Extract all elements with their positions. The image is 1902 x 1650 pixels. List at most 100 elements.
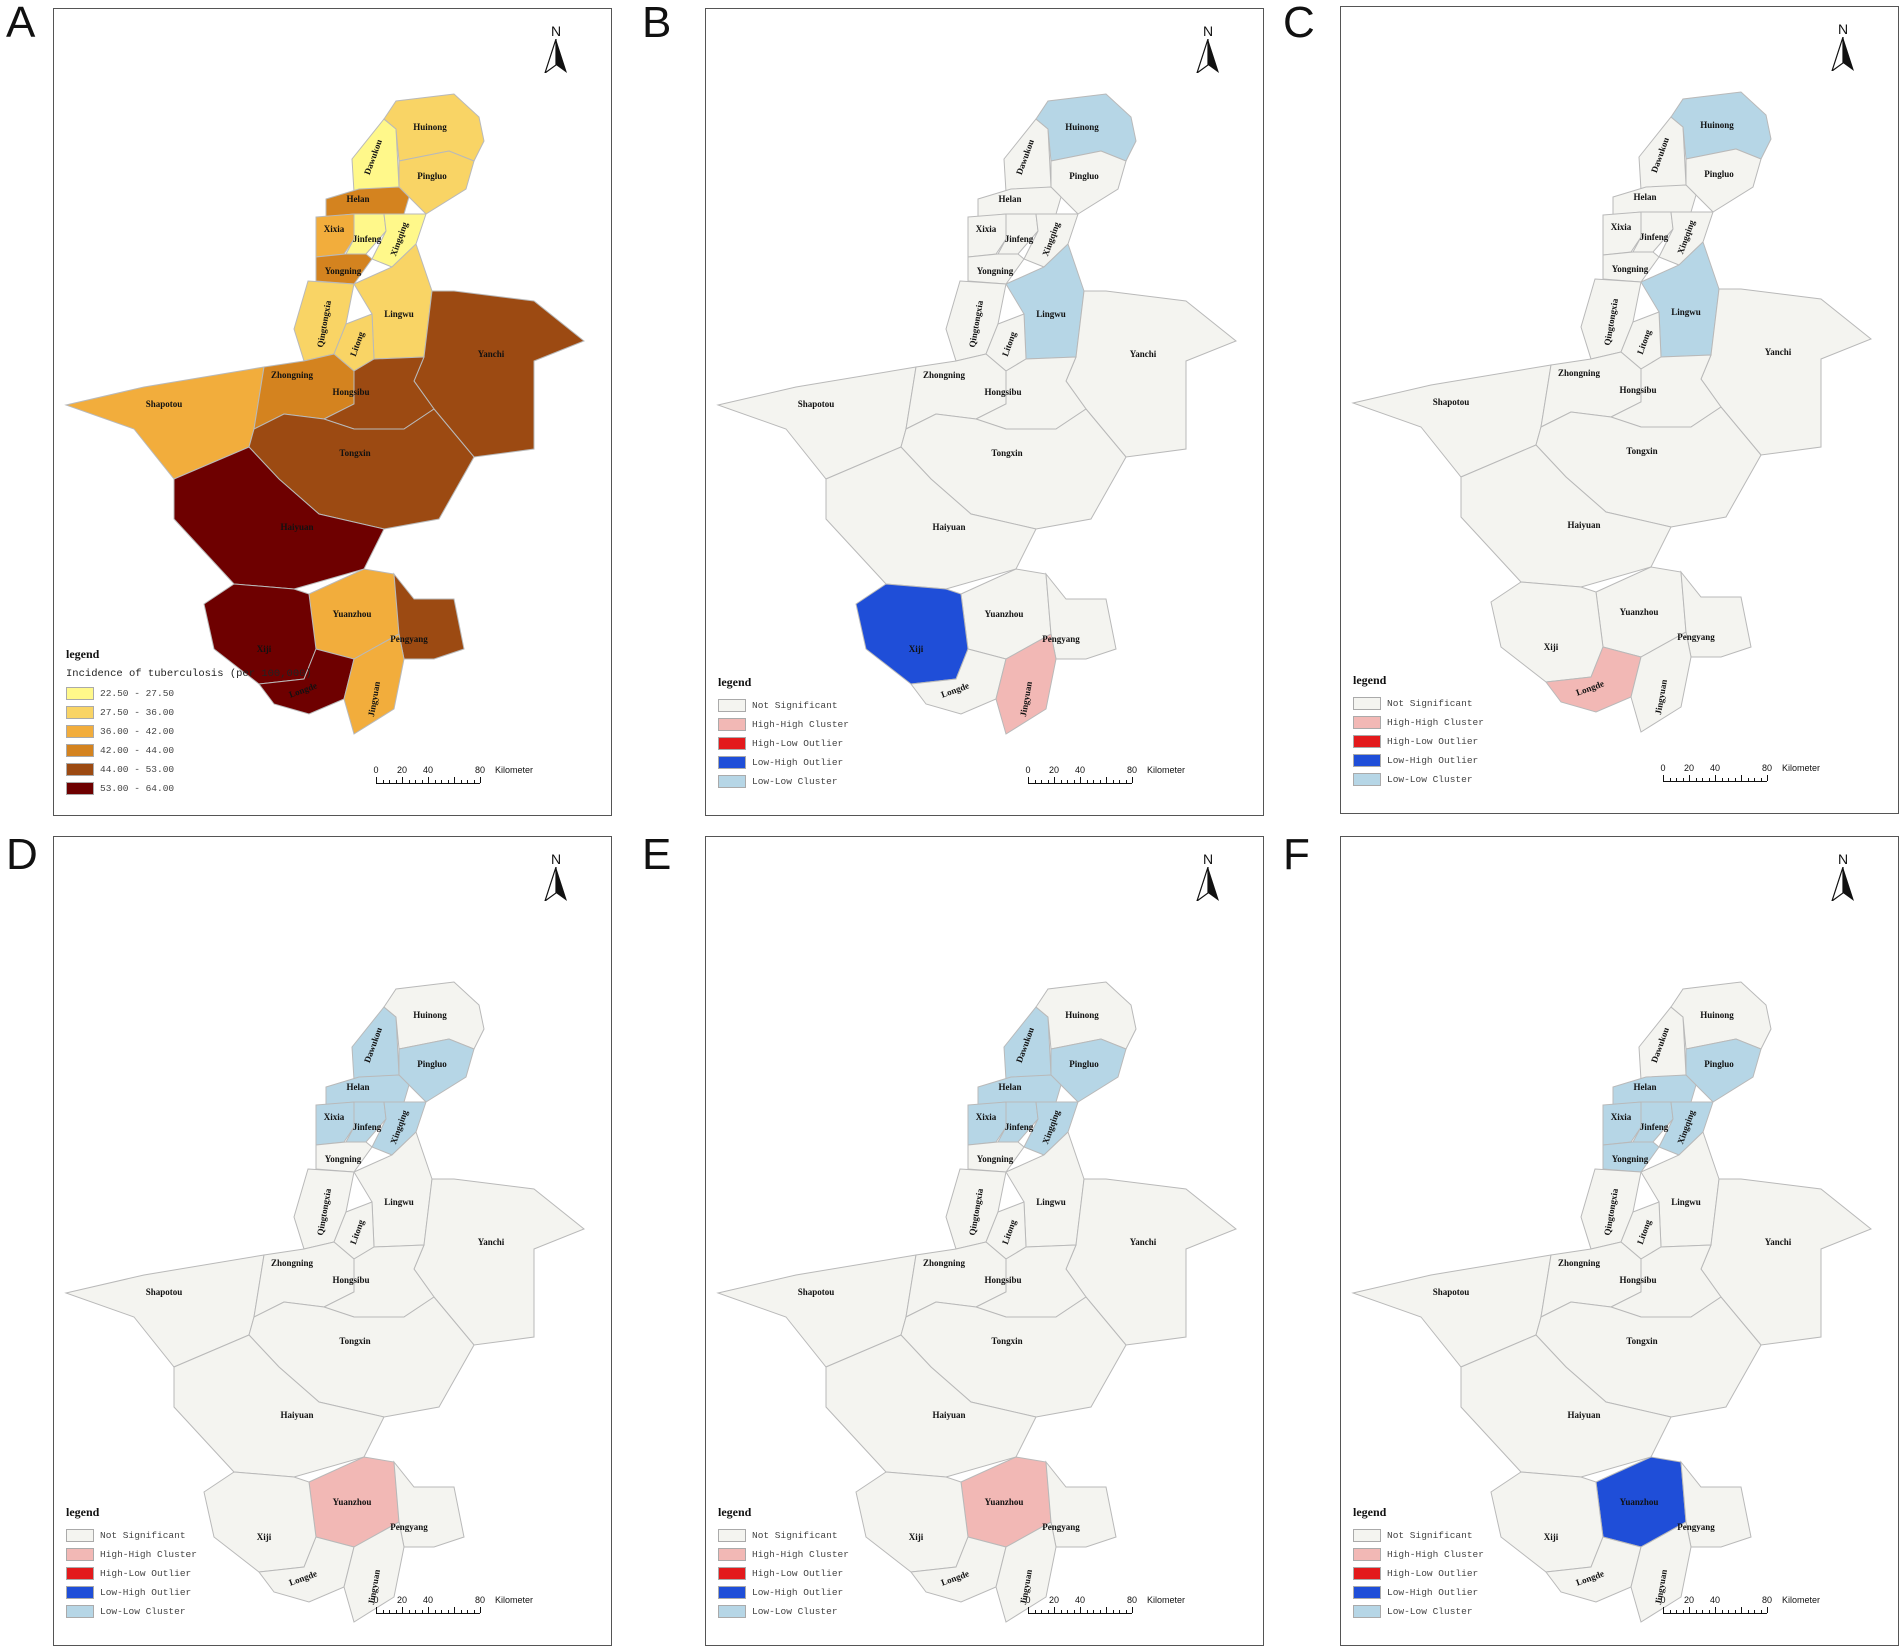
north-label: N xyxy=(1837,851,1849,867)
legend-title: legend xyxy=(66,1505,100,1519)
legend-item: 36.00 - 42.00 xyxy=(66,722,312,741)
county-map xyxy=(716,93,1237,735)
scale-tick xyxy=(1093,1610,1094,1613)
county-label-jinfeng: Jinfeng xyxy=(1639,232,1669,242)
legend-swatch xyxy=(1353,1529,1381,1542)
scale-tick xyxy=(1760,1610,1762,1613)
county-label-helan: Helan xyxy=(998,1082,1022,1092)
scale-tick xyxy=(1663,1607,1664,1613)
county-huinong xyxy=(383,981,485,1050)
county-yongning xyxy=(315,253,373,285)
scale-tick xyxy=(1728,778,1729,781)
scale-tick xyxy=(1054,1607,1055,1613)
scale-tick xyxy=(1663,775,1664,781)
scale-tick xyxy=(1676,778,1677,781)
scale-tick-label: 40 xyxy=(1074,1595,1086,1605)
county-label-shapotou: Shapotou xyxy=(1432,1287,1470,1297)
scale-tick xyxy=(1708,778,1710,781)
scale-tick xyxy=(1747,778,1749,781)
county-label-haiyuan: Haiyuan xyxy=(280,522,314,532)
panel-letter: C xyxy=(1283,0,1315,47)
county-label-yongning: Yongning xyxy=(324,1154,362,1164)
north-arrow-shape xyxy=(1195,38,1219,75)
county-map xyxy=(64,981,585,1623)
scale-tick-label: 80 xyxy=(474,765,486,775)
scale-tick xyxy=(454,777,455,783)
county-haiyuan xyxy=(825,1334,1037,1478)
county-label-pingluo: Pingluo xyxy=(1069,171,1099,181)
legend-item-label: High-High Cluster xyxy=(1387,717,1484,728)
county-label-jinfeng: Jinfeng xyxy=(352,234,382,244)
county-label-yuanzhou: Yuanzhou xyxy=(332,609,372,619)
county-label-hongsibu: Hongsibu xyxy=(332,387,370,397)
scale-tick xyxy=(1073,1610,1075,1613)
legend-item: Not Significant xyxy=(718,696,849,715)
scale-line xyxy=(376,777,481,784)
county-label-pingluo: Pingluo xyxy=(417,1059,447,1069)
legend: legend Not Significant High-High Cluster Hi… xyxy=(718,675,849,791)
county-label-yongning: Yongning xyxy=(976,1154,1014,1164)
map-panel-d: Dawukou Huinong Pingluo Helan Xixia Jinfeng Xi… xyxy=(53,836,612,1646)
county-pengyang xyxy=(1680,570,1752,658)
legend-swatch xyxy=(718,775,746,788)
legend-item: 44.00 - 53.00 xyxy=(66,760,312,779)
legend-item: Low-High Outlier xyxy=(718,1583,849,1602)
legend-swatch xyxy=(66,706,94,719)
legend-item: High-Low Outlier xyxy=(66,1564,197,1583)
county-xixia xyxy=(1602,211,1642,256)
legend-item-label: High-Low Outlier xyxy=(1387,736,1479,747)
scale-bar: 0 20 40 80 Kilometer xyxy=(1025,765,1208,784)
scale-tick xyxy=(408,780,410,783)
legend: legend Not Significant High-High Cluster Hi… xyxy=(1353,1505,1484,1621)
county-label-huinong: Huinong xyxy=(1700,120,1734,130)
legend-swatch xyxy=(1353,1548,1381,1561)
county-label-lingwu: Lingwu xyxy=(1036,1197,1066,1207)
legend: legend Not Significant High-High Cluster Hi… xyxy=(718,1505,849,1621)
county-label-tongxin: Tongxin xyxy=(991,448,1023,458)
county-label-yongning: Yongning xyxy=(1611,1154,1649,1164)
scale-tick xyxy=(1715,775,1716,781)
scale-tick xyxy=(1702,1610,1703,1613)
scale-tick xyxy=(1041,1610,1042,1613)
scale-tick xyxy=(1669,1610,1671,1613)
county-xixia xyxy=(315,213,355,258)
scale-tick-label: 80 xyxy=(1761,1595,1773,1605)
county-haiyuan xyxy=(1460,1334,1672,1478)
county-label-tongxin: Tongxin xyxy=(991,1336,1023,1346)
legend-swatch xyxy=(718,737,746,750)
scale-tick xyxy=(1067,1610,1068,1613)
county-pengyang xyxy=(1045,572,1117,660)
county-pingluo xyxy=(398,150,475,215)
scale-tick-label: 0 xyxy=(1025,765,1031,775)
county-label-lingwu: Lingwu xyxy=(1036,309,1066,319)
legend-swatch xyxy=(718,756,746,769)
legend-item: High-High Cluster xyxy=(66,1545,197,1564)
scale-tick xyxy=(447,1610,449,1613)
county-haiyuan xyxy=(173,446,385,590)
scale-tick-label: 80 xyxy=(1126,765,1138,775)
scale-tick xyxy=(1086,1610,1088,1613)
county-label-yanchi: Yanchi xyxy=(477,349,505,359)
county-label-shapotou: Shapotou xyxy=(1432,397,1470,407)
scale-tick xyxy=(460,780,462,783)
county-label-yuanzhou: Yuanzhou xyxy=(1619,1497,1659,1507)
scale-unit: Kilometer xyxy=(1146,765,1186,775)
scale-tick xyxy=(421,780,423,783)
county-label-pingluo: Pingluo xyxy=(1704,1059,1734,1069)
legend-item: 22.50 - 27.50 xyxy=(66,684,312,703)
scale-tick xyxy=(408,1610,410,1613)
county-label-haiyuan: Haiyuan xyxy=(932,522,966,532)
legend-swatch xyxy=(1353,1605,1381,1618)
county-label-haiyuan: Haiyuan xyxy=(1567,1410,1601,1420)
county-label-helan: Helan xyxy=(346,1082,370,1092)
county-label-hongsibu: Hongsibu xyxy=(332,1275,370,1285)
scale-tick xyxy=(1676,1610,1677,1613)
county-jingyuan xyxy=(1630,631,1692,733)
county-label-pengyang: Pengyang xyxy=(1042,634,1080,644)
legend-swatch xyxy=(718,699,746,712)
scale-tick xyxy=(1767,775,1768,781)
county-label-yanchi: Yanchi xyxy=(1764,347,1792,357)
legend-item-label: Low-Low Cluster xyxy=(1387,774,1473,785)
map-panel-c: Dawukou Huinong Pingluo Helan Xixia Jinfeng Xi… xyxy=(1340,6,1899,814)
scale-tick xyxy=(402,777,403,783)
